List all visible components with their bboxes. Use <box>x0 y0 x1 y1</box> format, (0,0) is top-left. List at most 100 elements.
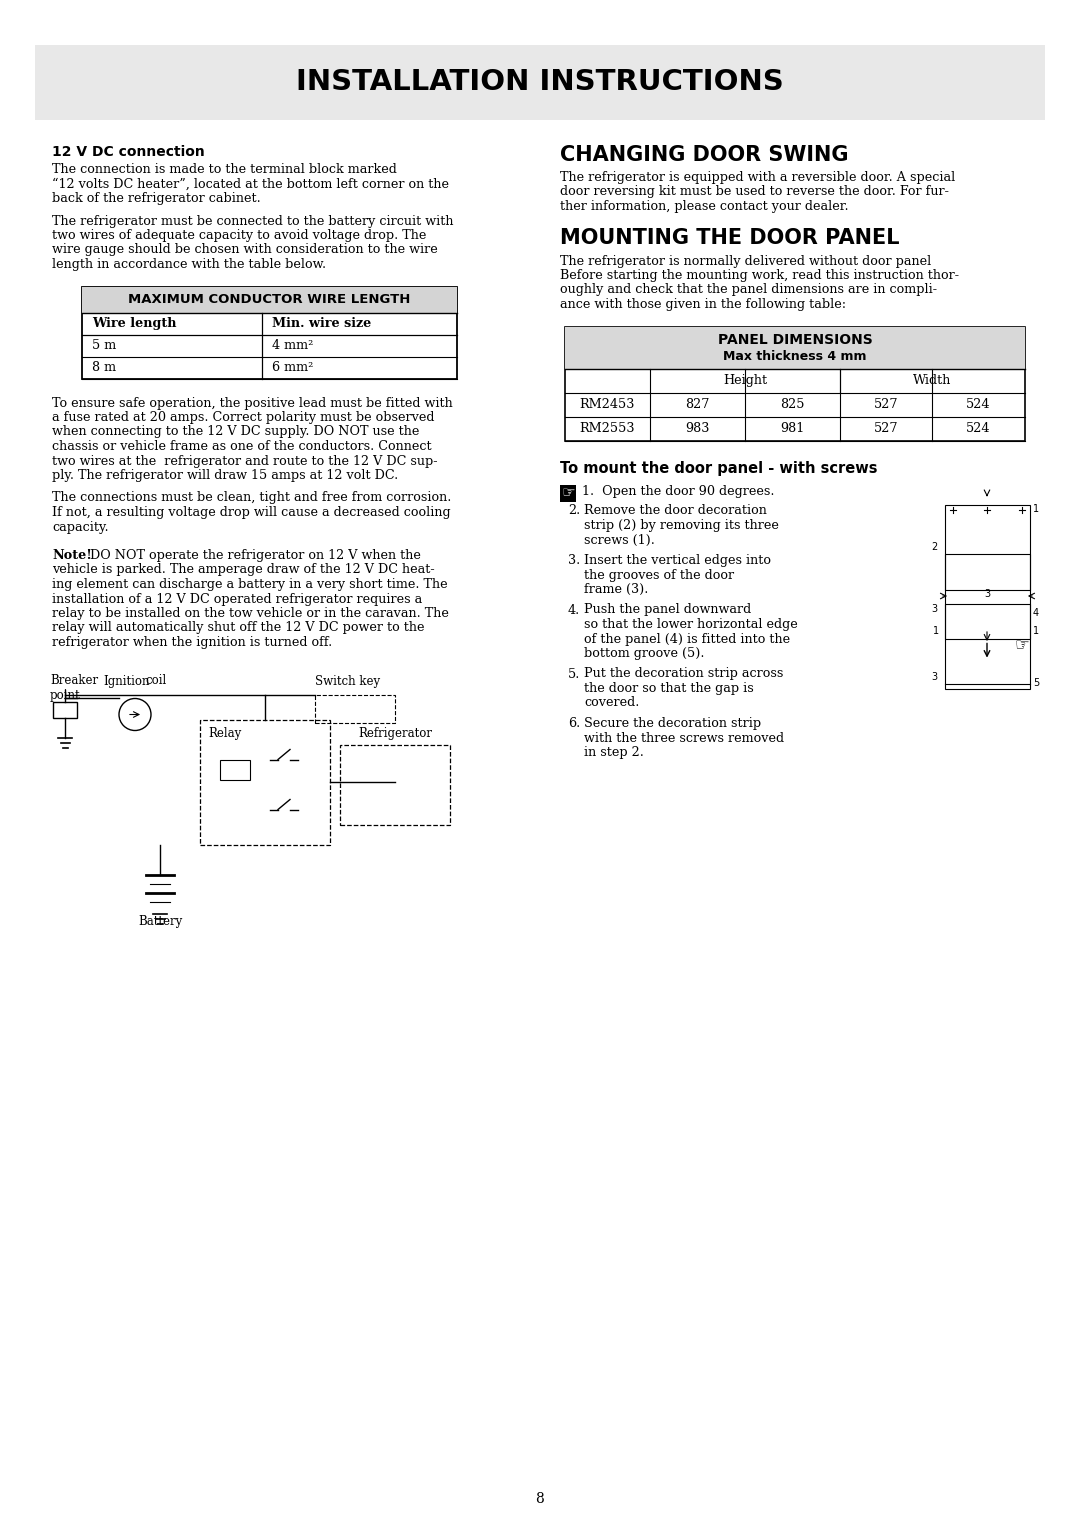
Bar <box>340 745 450 825</box>
Text: Switch key: Switch key <box>315 675 380 687</box>
Text: To mount the door panel - with screws: To mount the door panel - with screws <box>561 461 877 475</box>
Text: To ensure safe operation, the positive lead must be fitted with: To ensure safe operation, the positive l… <box>52 397 453 409</box>
Text: Note!: Note! <box>52 550 92 562</box>
Text: The connections must be clean, tight and free from corrosion.: The connections must be clean, tight and… <box>52 492 451 504</box>
Bar <box>53 701 77 718</box>
Text: length in accordance with the table below.: length in accordance with the table belo… <box>52 258 326 270</box>
Text: The connection is made to the terminal block marked: The connection is made to the terminal b… <box>52 163 396 176</box>
Text: strip (2) by removing its three: strip (2) by removing its three <box>584 519 779 531</box>
Text: two wires at the  refrigerator and route to the 12 V DC sup-: two wires at the refrigerator and route … <box>52 455 437 467</box>
Text: bottom groove (5).: bottom groove (5). <box>584 647 704 660</box>
Text: ance with those given in the following table:: ance with those given in the following t… <box>561 298 846 312</box>
Text: 2.: 2. <box>568 504 580 518</box>
Text: The refrigerator must be connected to the battery circuit with: The refrigerator must be connected to th… <box>52 214 454 228</box>
Text: Push the panel downward: Push the panel downward <box>584 603 752 617</box>
Text: 527: 527 <box>874 399 899 411</box>
Text: 1: 1 <box>1032 626 1039 637</box>
Text: 827: 827 <box>686 399 710 411</box>
Text: two wires of adequate capacity to avoid voltage drop. The: two wires of adequate capacity to avoid … <box>52 229 427 241</box>
Text: 1: 1 <box>1032 504 1039 515</box>
Text: 3: 3 <box>931 672 937 683</box>
Text: Refrigerator: Refrigerator <box>357 727 432 739</box>
Text: “12 volts DC heater”, located at the bottom left corner on the: “12 volts DC heater”, located at the bot… <box>52 177 449 191</box>
Text: Insert the vertical edges into: Insert the vertical edges into <box>584 554 771 567</box>
Text: with the three screws removed: with the three screws removed <box>584 731 784 745</box>
Text: DO NOT operate the refrigerator on 12 V when the: DO NOT operate the refrigerator on 12 V … <box>86 550 421 562</box>
Text: of the panel (4) is fitted into the: of the panel (4) is fitted into the <box>584 632 791 646</box>
Text: installation of a 12 V DC operated refrigerator requires a: installation of a 12 V DC operated refri… <box>52 592 422 606</box>
Text: point: point <box>50 689 81 701</box>
Text: The refrigerator is equipped with a reversible door. A special: The refrigerator is equipped with a reve… <box>561 171 955 183</box>
Text: Relay: Relay <box>208 727 241 741</box>
Text: Wire length: Wire length <box>92 318 176 330</box>
Text: Battery: Battery <box>138 916 183 928</box>
Text: in step 2.: in step 2. <box>584 747 644 759</box>
Text: relay to be installed on the tow vehicle or in the caravan. The: relay to be installed on the tow vehicle… <box>52 608 449 620</box>
Text: If not, a resulting voltage drop will cause a decreased cooling: If not, a resulting voltage drop will ca… <box>52 505 450 519</box>
Text: 3: 3 <box>931 603 937 614</box>
Text: 981: 981 <box>781 421 805 435</box>
Text: RM2553: RM2553 <box>580 421 635 435</box>
Text: 5.: 5. <box>568 667 580 681</box>
Text: 12 V DC connection: 12 V DC connection <box>52 145 205 159</box>
Text: INSTALLATION INSTRUCTIONS: INSTALLATION INSTRUCTIONS <box>296 69 784 96</box>
Text: 983: 983 <box>686 421 710 435</box>
Text: 6 mm²: 6 mm² <box>272 360 313 374</box>
Bar <box>200 719 330 844</box>
Text: 825: 825 <box>780 399 805 411</box>
Bar <box>82 287 457 313</box>
Text: refrigerator when the ignition is turned off.: refrigerator when the ignition is turned… <box>52 637 333 649</box>
Text: Secure the decoration strip: Secure the decoration strip <box>584 718 761 730</box>
Text: door reversing kit must be used to reverse the door. For fur-: door reversing kit must be used to rever… <box>561 185 949 199</box>
Text: the grooves of the door: the grooves of the door <box>584 568 734 582</box>
Text: Max thickness 4 mm: Max thickness 4 mm <box>724 350 867 363</box>
Bar <box>220 759 249 779</box>
Text: a fuse rated at 20 amps. Correct polarity must be observed: a fuse rated at 20 amps. Correct polarit… <box>52 411 434 425</box>
Text: covered.: covered. <box>584 696 639 710</box>
Text: Min. wire size: Min. wire size <box>272 318 372 330</box>
Text: Ignition: Ignition <box>103 675 149 687</box>
Text: oughly and check that the panel dimensions are in compli-: oughly and check that the panel dimensio… <box>561 284 937 296</box>
Text: The refrigerator is normally delivered without door panel: The refrigerator is normally delivered w… <box>561 255 931 267</box>
Text: the door so that the gap is: the door so that the gap is <box>584 683 754 695</box>
Text: Height: Height <box>723 374 767 386</box>
Bar <box>945 603 1030 689</box>
Text: ther information, please contact your dealer.: ther information, please contact your de… <box>561 200 849 212</box>
Text: 524: 524 <box>967 399 990 411</box>
Text: Width: Width <box>914 374 951 386</box>
Bar <box>565 327 1025 368</box>
Bar <box>945 554 1030 638</box>
Text: 4 mm²: 4 mm² <box>272 339 313 353</box>
Bar <box>315 695 395 722</box>
Text: 3.: 3. <box>568 554 580 567</box>
Text: 5: 5 <box>1032 678 1039 689</box>
Text: 4.: 4. <box>568 603 580 617</box>
Text: capacity.: capacity. <box>52 521 109 533</box>
Text: vehicle is parked. The amperage draw of the 12 V DC heat-: vehicle is parked. The amperage draw of … <box>52 563 434 577</box>
Text: RM2453: RM2453 <box>580 399 635 411</box>
Text: 8 m: 8 m <box>92 360 117 374</box>
Text: ☞: ☞ <box>1015 637 1030 655</box>
Text: relay will automatically shut off the 12 V DC power to the: relay will automatically shut off the 12… <box>52 621 424 635</box>
Text: 2: 2 <box>931 542 937 553</box>
Text: wire gauge should be chosen with consideration to the wire: wire gauge should be chosen with conside… <box>52 243 437 257</box>
Text: screws (1).: screws (1). <box>584 533 654 547</box>
Text: back of the refrigerator cabinet.: back of the refrigerator cabinet. <box>52 192 260 205</box>
Text: Breaker: Breaker <box>50 675 98 687</box>
Text: Before starting the mounting work, read this instruction thor-: Before starting the mounting work, read … <box>561 269 959 282</box>
Bar <box>35 44 1045 121</box>
Text: so that the lower horizontal edge: so that the lower horizontal edge <box>584 618 798 631</box>
Text: MAXIMUM CONDUCTOR WIRE LENGTH: MAXIMUM CONDUCTOR WIRE LENGTH <box>129 293 410 305</box>
Text: frame (3).: frame (3). <box>584 583 648 596</box>
Text: Put the decoration strip across: Put the decoration strip across <box>584 667 783 681</box>
Text: 6.: 6. <box>568 718 580 730</box>
Bar <box>561 484 576 501</box>
Text: Remove the door decoration: Remove the door decoration <box>584 504 767 518</box>
Text: when connecting to the 12 V DC supply. DO NOT use the: when connecting to the 12 V DC supply. D… <box>52 426 419 438</box>
Text: ☞: ☞ <box>562 486 575 499</box>
Text: 527: 527 <box>874 421 899 435</box>
Text: ing element can discharge a battery in a very short time. The: ing element can discharge a battery in a… <box>52 579 447 591</box>
Text: 1: 1 <box>933 626 940 637</box>
Text: 3: 3 <box>984 589 990 599</box>
Bar <box>565 327 1025 440</box>
